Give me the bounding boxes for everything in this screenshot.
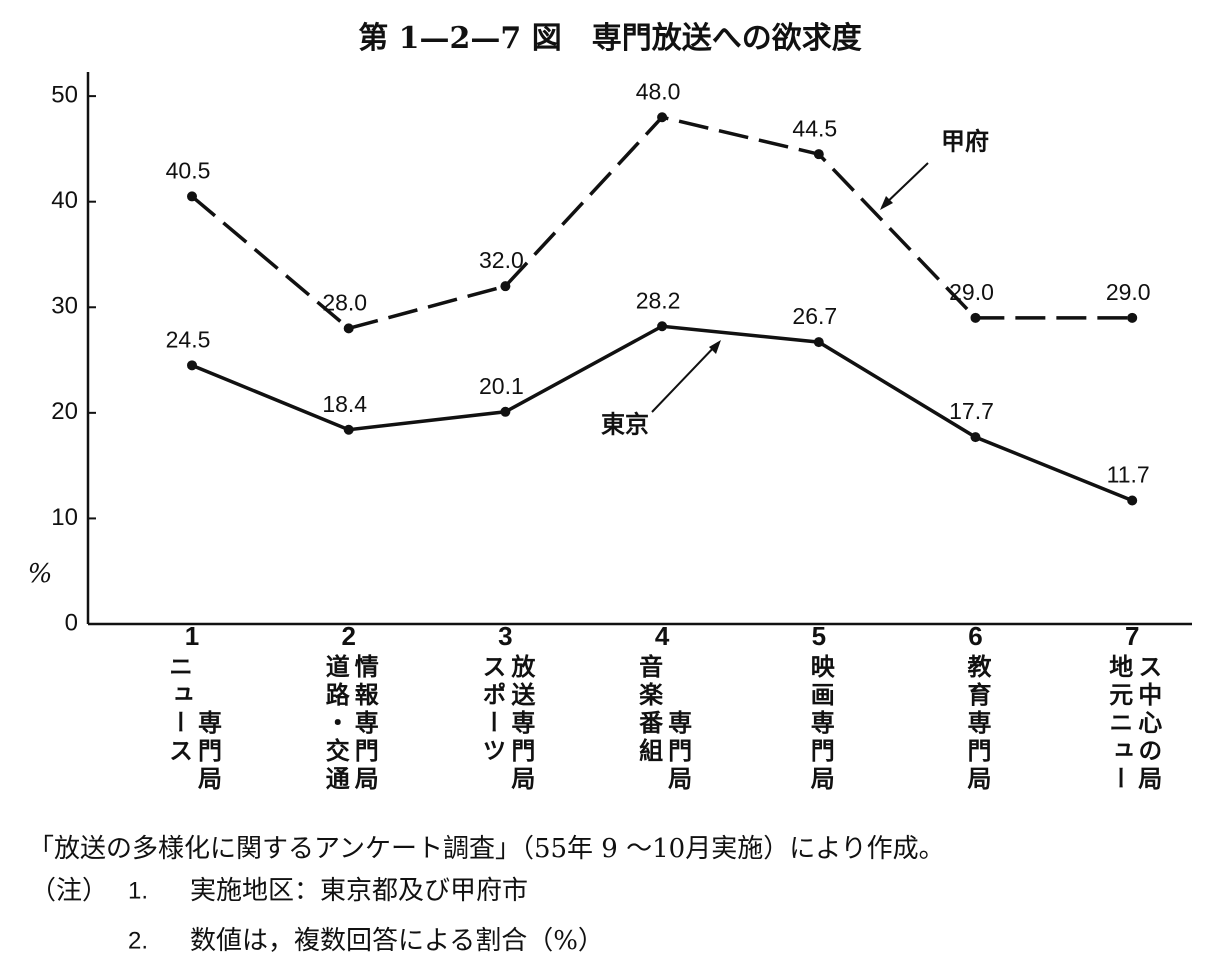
data-point — [187, 360, 197, 371]
category-name: スポーツ — [478, 654, 507, 766]
value-label: 17.7 — [949, 398, 994, 424]
category-name: 地元ニュー — [1105, 654, 1134, 794]
data-point — [970, 312, 981, 323]
category-name: 音楽番組 — [635, 653, 664, 766]
value-label: 20.1 — [479, 373, 524, 399]
y-tick-label: 50 — [51, 81, 78, 108]
data-point — [500, 281, 511, 292]
y-axis-label: % — [28, 559, 53, 589]
category-name: ス中心の局 — [1134, 654, 1163, 794]
value-label: 26.7 — [792, 303, 837, 329]
arrow-head — [709, 340, 721, 354]
data-point — [813, 337, 824, 348]
category-name: 道路・交通 — [321, 653, 350, 794]
data-point — [657, 112, 668, 123]
category-name: 放送専門局 — [507, 653, 536, 794]
value-label: 11.7 — [1107, 462, 1150, 488]
y-tick-label: 40 — [51, 187, 78, 214]
data-point — [343, 323, 354, 334]
y-tick-label: 20 — [51, 398, 78, 425]
data-point — [187, 191, 197, 202]
notes-label: （注） — [30, 876, 108, 906]
data-point — [970, 432, 981, 443]
value-label: 28.0 — [322, 289, 367, 315]
y-tick-label: 10 — [51, 504, 78, 531]
category-name: 専門局 — [664, 710, 693, 794]
data-point — [1127, 495, 1138, 506]
category-name: ニュース — [165, 654, 194, 766]
data-point — [343, 424, 354, 435]
value-label: 32.0 — [479, 247, 524, 273]
x-tick-label: 1 — [185, 621, 199, 651]
x-tick-label: 6 — [968, 621, 982, 651]
value-label: 29.0 — [949, 279, 994, 305]
y-tick-label: 0 — [65, 609, 78, 636]
x-tick-label: 3 — [498, 621, 512, 651]
data-point — [813, 149, 824, 160]
value-label: 40.5 — [166, 157, 211, 183]
data-point — [657, 321, 668, 332]
note-text: 実施地区：東京都及び甲府市 — [190, 876, 528, 906]
x-tick-label: 2 — [341, 621, 355, 651]
chart-title: 第 1—2—7 図 専門放送への欲求度 — [358, 21, 862, 56]
x-tick-label: 7 — [1125, 621, 1139, 651]
note-text: 数値は，複数回答による割合（%） — [190, 926, 604, 956]
y-tick-label: 30 — [51, 293, 78, 320]
note-marker: 2. — [128, 927, 148, 954]
data-point — [500, 406, 511, 417]
source-note: 「放送の多様化に関するアンケート調査」（55年 9 ～10月実施）により作成。 — [28, 834, 945, 864]
value-label: 29.0 — [1106, 279, 1151, 305]
category-name: 教育専門局 — [963, 653, 992, 794]
value-label: 24.5 — [166, 326, 211, 352]
x-tick-label: 4 — [655, 621, 670, 651]
category-name: 映画専門局 — [806, 654, 835, 794]
arrow-head — [880, 196, 893, 210]
value-label: 18.4 — [322, 391, 367, 417]
value-label: 44.5 — [792, 115, 837, 141]
series-annotation: 東京 — [601, 410, 649, 439]
value-label: 28.2 — [636, 287, 681, 313]
note-marker: 1. — [128, 877, 148, 904]
data-point — [1127, 312, 1138, 323]
annotation-arrow — [651, 342, 719, 413]
x-tick-label: 5 — [812, 621, 826, 651]
annotation-arrow — [881, 162, 929, 208]
value-label: 48.0 — [636, 78, 681, 104]
category-name: 専門局 — [194, 710, 223, 794]
series-annotation: 甲府 — [941, 127, 989, 156]
category-name: 情報専門局 — [350, 654, 379, 794]
